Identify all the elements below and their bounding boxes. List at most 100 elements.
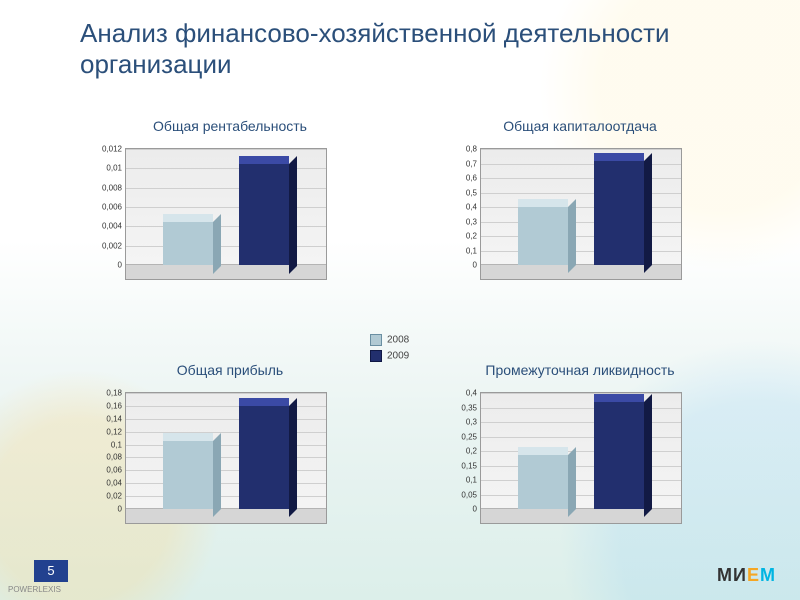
y-tick-label: 0,2 (466, 232, 477, 241)
y-axis-labels: 00,050,10,150,20,250,30,350,4 (443, 393, 477, 509)
bar-side (568, 199, 576, 273)
y-tick-label: 0,4 (466, 389, 477, 398)
y-tick-label: 0,3 (466, 217, 477, 226)
y-tick-label: 0,1 (466, 476, 477, 485)
legend-swatch (370, 334, 382, 346)
y-tick-label: 0 (473, 505, 477, 514)
bar-top (163, 214, 213, 222)
slide: Анализ финансово-хозяйственной деятельно… (0, 0, 800, 600)
y-tick-label: 0 (473, 261, 477, 270)
y-tick-label: 0,6 (466, 174, 477, 183)
bar-top (163, 433, 213, 441)
legend-item: 2009 (370, 350, 409, 362)
chart-floor (126, 508, 326, 523)
y-tick-label: 0 (118, 505, 122, 514)
y-tick-label: 0,18 (106, 389, 122, 398)
bar-top (594, 394, 644, 402)
bar-front (518, 455, 568, 509)
legend-label: 2008 (387, 335, 409, 346)
y-tick-label: 0,15 (461, 461, 477, 470)
bar-top (239, 156, 289, 164)
y-axis-labels: 00,10,20,30,40,50,60,70,8 (443, 149, 477, 265)
y-tick-label: 0,3 (466, 418, 477, 427)
chart-title-tr: Общая капиталоотдача (460, 118, 700, 134)
bar (239, 156, 289, 266)
chart-title-tl: Общая рентабельность (120, 118, 340, 134)
bar (518, 447, 568, 509)
y-tick-label: 0,5 (466, 188, 477, 197)
bar-side (644, 394, 652, 517)
slide-title: Анализ финансово-хозяйственной деятельно… (80, 18, 760, 80)
y-tick-label: 0,08 (106, 453, 122, 462)
bars-group (481, 149, 681, 265)
legend-swatch (370, 350, 382, 362)
y-tick-label: 0,1 (466, 246, 477, 255)
y-tick-label: 0,25 (461, 432, 477, 441)
bar-side (644, 153, 652, 273)
chart-bl: 00,020,040,060,080,10,120,140,160,18 (125, 392, 327, 524)
y-tick-label: 0,04 (106, 479, 122, 488)
bars-group (126, 393, 326, 509)
bar-front (239, 406, 289, 509)
y-tick-label: 0,35 (461, 403, 477, 412)
brand-char: М (717, 565, 733, 585)
legend-item: 2008 (370, 334, 409, 346)
bar-top (518, 447, 568, 455)
bar-front (163, 441, 213, 509)
bar-front (518, 207, 568, 265)
y-tick-label: 0,006 (102, 203, 122, 212)
brand-char: М (760, 565, 776, 585)
powerlexis-label: POWERLEXIS (8, 585, 61, 594)
bar-front (163, 222, 213, 266)
page-number: 5 (34, 560, 68, 582)
bar-top (239, 398, 289, 406)
bar-front (594, 402, 644, 509)
bar-top (518, 199, 568, 207)
legend: 2008 2009 (370, 330, 409, 366)
y-tick-label: 0,05 (461, 490, 477, 499)
chart-plot: 00,10,20,30,40,50,60,70,8 (480, 148, 682, 280)
y-tick-label: 0 (118, 261, 122, 270)
y-tick-label: 0,06 (106, 466, 122, 475)
bar (594, 153, 644, 265)
bar-top (594, 153, 644, 161)
y-axis-labels: 00,0020,0040,0060,0080,010,012 (88, 149, 122, 265)
bar-side (289, 398, 297, 517)
y-tick-label: 0,01 (106, 164, 122, 173)
chart-plot: 00,050,10,150,20,250,30,350,4 (480, 392, 682, 524)
chart-title-br: Промежуточная ликвидность (440, 362, 720, 378)
y-tick-label: 0,1 (111, 440, 122, 449)
chart-br: 00,050,10,150,20,250,30,350,4 (480, 392, 682, 524)
bar-front (594, 161, 644, 265)
bar-front (239, 164, 289, 266)
y-tick-label: 0,004 (102, 222, 122, 231)
chart-title-bl: Общая прибыль (120, 362, 340, 378)
brand-char: Е (747, 565, 760, 585)
bar-side (568, 447, 576, 517)
y-tick-label: 0,002 (102, 241, 122, 250)
y-tick-label: 0,14 (106, 414, 122, 423)
y-tick-label: 0,2 (466, 447, 477, 456)
bar-side (213, 433, 221, 517)
bar-side (213, 214, 221, 274)
y-tick-label: 0,012 (102, 145, 122, 154)
y-tick-label: 0,008 (102, 183, 122, 192)
y-tick-label: 0,8 (466, 145, 477, 154)
chart-plot: 00,020,040,060,080,10,120,140,160,18 (125, 392, 327, 524)
brand-logo: МИЕМ (717, 565, 776, 586)
bar (594, 394, 644, 509)
y-tick-label: 0,7 (466, 159, 477, 168)
y-tick-label: 0,12 (106, 427, 122, 436)
bar (163, 433, 213, 509)
chart-plot: 00,0020,0040,0060,0080,010,012 (125, 148, 327, 280)
y-tick-label: 0,02 (106, 492, 122, 501)
bar (239, 398, 289, 509)
chart-tl: 00,0020,0040,0060,0080,010,012 (125, 148, 327, 280)
legend-label: 2009 (387, 351, 409, 362)
bars-group (481, 393, 681, 509)
bar-side (289, 156, 297, 274)
brand-char: И (733, 565, 747, 585)
y-axis-labels: 00,020,040,060,080,10,120,140,160,18 (88, 393, 122, 509)
chart-tr: 00,10,20,30,40,50,60,70,8 (480, 148, 682, 280)
bars-group (126, 149, 326, 265)
